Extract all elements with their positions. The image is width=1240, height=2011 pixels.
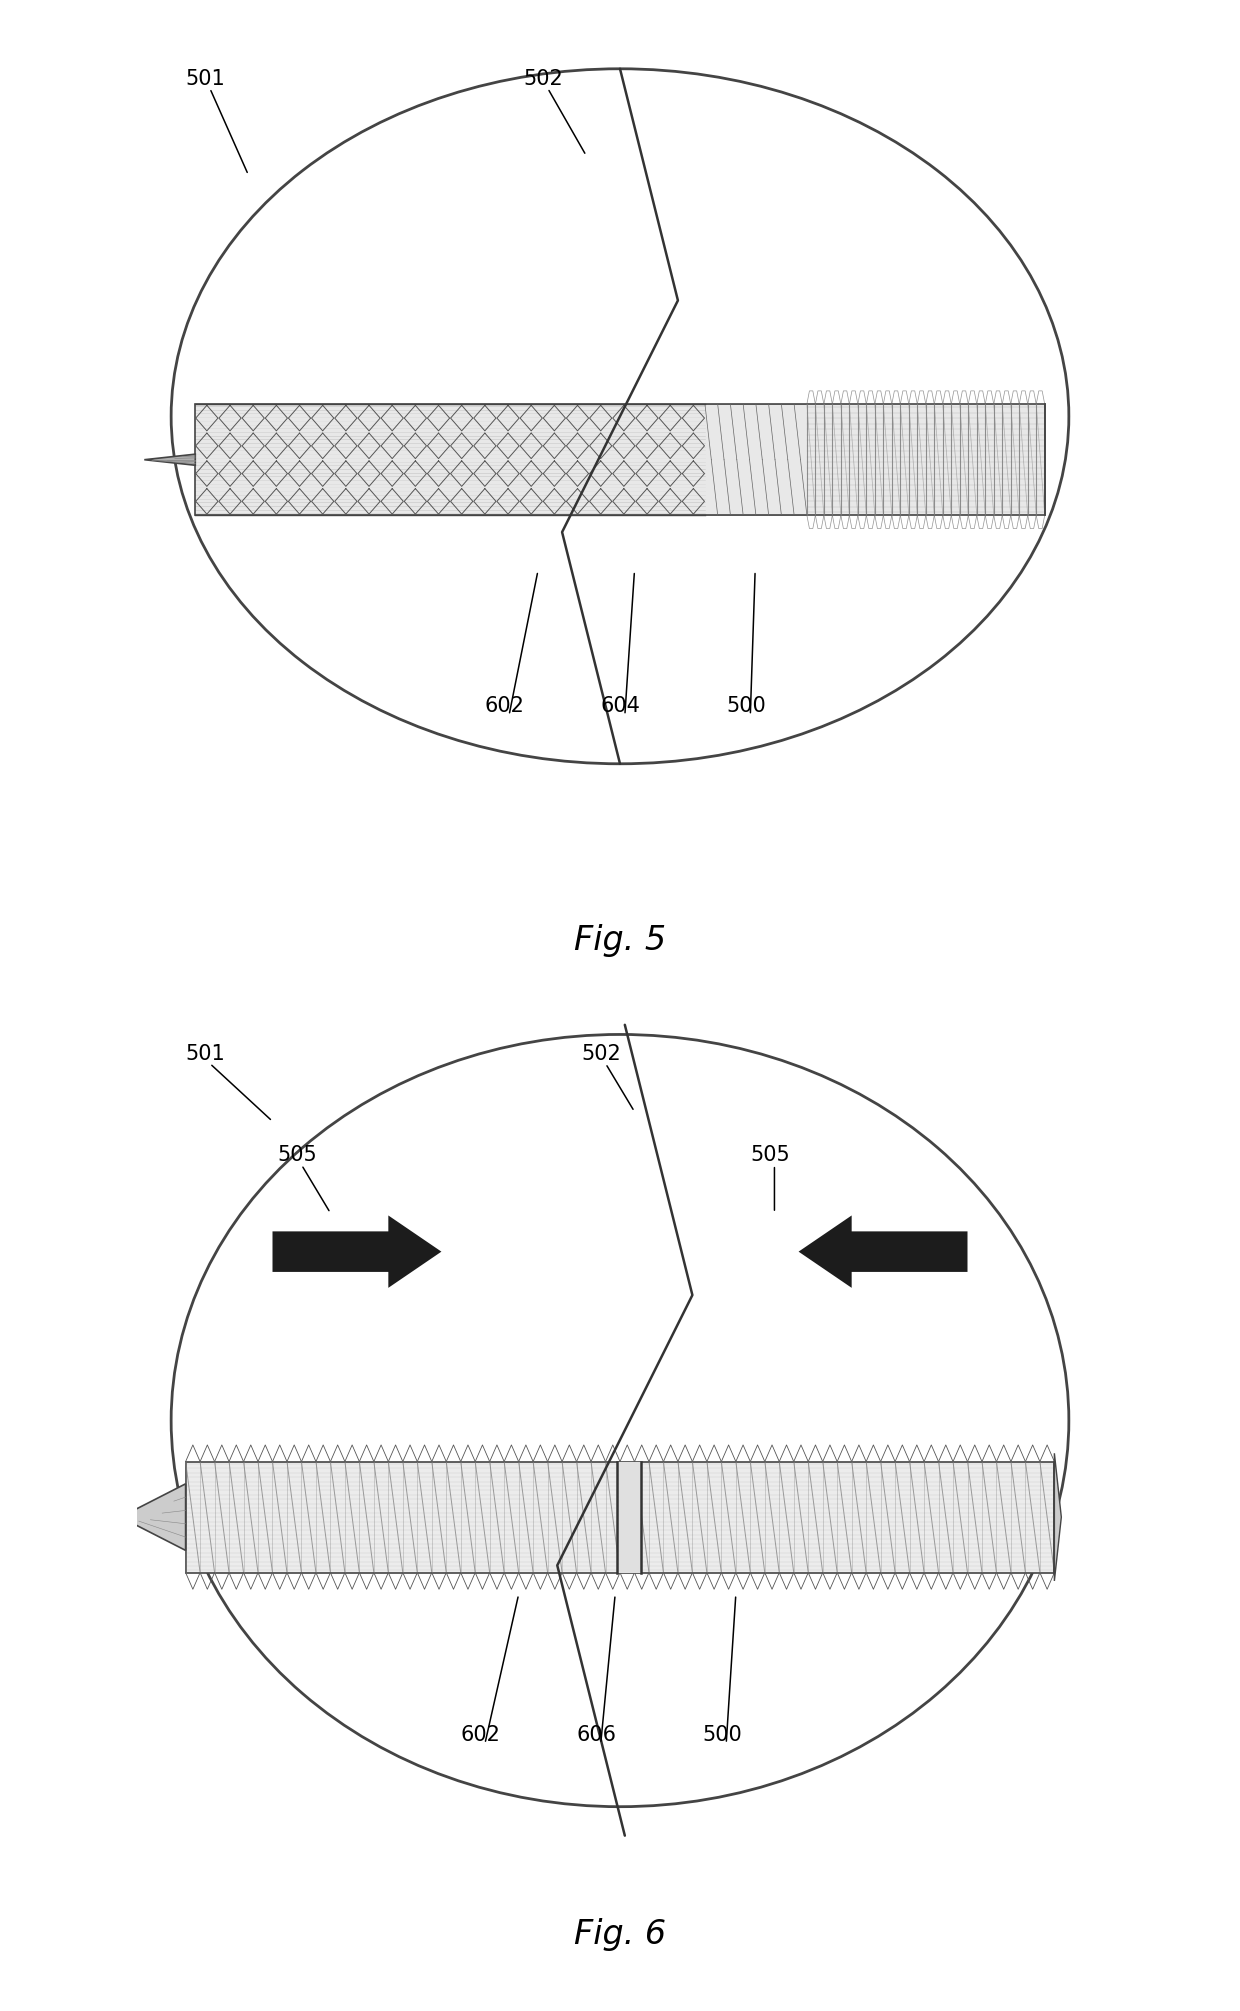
Bar [186,1462,1054,1573]
Text: 602: 602 [485,696,525,716]
FancyArrow shape [799,1215,967,1287]
Text: 606: 606 [577,1725,616,1746]
Bar [195,404,1045,515]
Polygon shape [120,1484,186,1550]
Text: 505: 505 [750,1146,790,1166]
FancyArrow shape [273,1215,441,1287]
Text: 502: 502 [582,1044,621,1064]
Text: 500: 500 [702,1725,742,1746]
Polygon shape [144,454,195,465]
Text: 604: 604 [600,696,641,716]
Text: Fig. 5: Fig. 5 [574,923,666,957]
Bar [616,1462,641,1573]
Text: 500: 500 [727,696,766,716]
Text: 602: 602 [461,1725,501,1746]
Polygon shape [1054,1454,1061,1581]
Text: 502: 502 [523,68,563,88]
Text: 505: 505 [278,1146,317,1166]
Text: Fig. 6: Fig. 6 [574,1918,666,1951]
Text: 501: 501 [186,68,226,88]
Text: 501: 501 [186,1044,226,1064]
